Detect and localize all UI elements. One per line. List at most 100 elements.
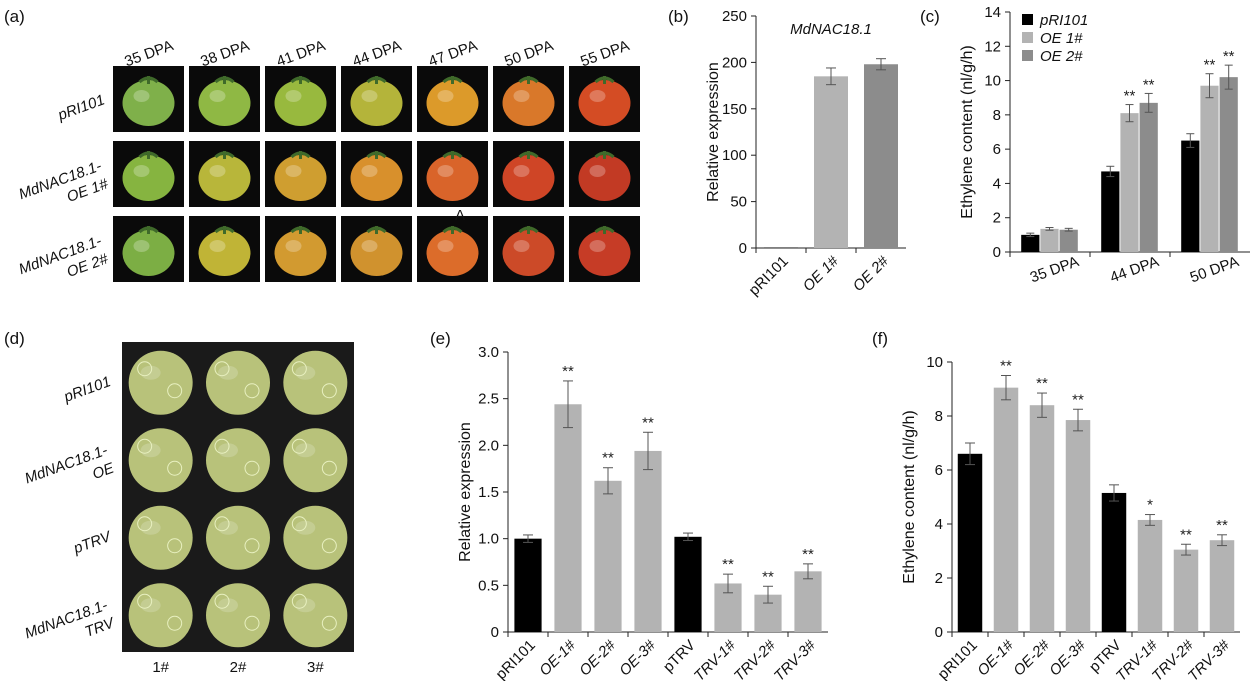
y-tick-label: 6 bbox=[935, 462, 943, 479]
tomato-fruit bbox=[198, 80, 251, 126]
tomato-highlight bbox=[285, 240, 302, 252]
chart-title: MdNAC18.1 bbox=[790, 21, 872, 38]
significance-label: ** bbox=[1000, 358, 1012, 375]
significance-label: ** bbox=[602, 450, 614, 467]
apple-fruit bbox=[128, 505, 193, 570]
y-tick-label: 4 bbox=[993, 175, 1001, 192]
y-tick-label: 2 bbox=[993, 210, 1001, 227]
bar bbox=[1139, 102, 1158, 252]
apple-fruit bbox=[206, 350, 270, 415]
y-tick-label: 250 bbox=[722, 8, 747, 25]
x-tick-label: OE-3# bbox=[616, 636, 659, 679]
tomato-highlight bbox=[209, 90, 226, 102]
bar bbox=[674, 536, 702, 632]
tomato-fruit bbox=[426, 80, 479, 126]
tomato-highlight bbox=[589, 240, 606, 252]
tomato-stem bbox=[214, 226, 235, 234]
bar bbox=[1209, 540, 1235, 632]
bar bbox=[864, 64, 898, 248]
significance-label: ** bbox=[802, 546, 814, 563]
tomato-fruit bbox=[350, 155, 403, 201]
bar bbox=[1059, 229, 1078, 252]
x-tick-label: pRI101 bbox=[935, 637, 981, 681]
y-tick-label: 14 bbox=[984, 4, 1001, 21]
significance-label: ** bbox=[1124, 88, 1136, 105]
lesion-marker bbox=[137, 516, 153, 532]
lesion-marker bbox=[321, 383, 337, 399]
tomato-highlight bbox=[437, 90, 454, 102]
lesion-marker bbox=[167, 615, 183, 631]
column-label-d-1: 2# bbox=[230, 659, 247, 676]
lesion-marker bbox=[291, 516, 307, 532]
tomato-stem bbox=[138, 226, 159, 234]
lesion-marker bbox=[321, 615, 337, 631]
chart-e: 0 0.5 1.0 1.5 2.0 2.5 3.0 Relative expression pR… bbox=[457, 344, 828, 681]
apple-fruit bbox=[206, 505, 270, 570]
y-tick-label: 100 bbox=[722, 147, 747, 164]
tomato-highlight bbox=[361, 90, 378, 102]
tomato-fruit bbox=[502, 155, 555, 201]
x-tick-label: TRV-3# bbox=[771, 636, 819, 681]
tomato-highlight bbox=[589, 165, 606, 177]
tomato-stem bbox=[214, 76, 235, 84]
y-tick-label: 2 bbox=[935, 570, 943, 587]
y-axis-label: Relative expression bbox=[457, 422, 474, 562]
tomato-fruit bbox=[578, 230, 631, 276]
tomato-stem bbox=[442, 226, 463, 234]
tomato-stem bbox=[290, 151, 311, 159]
x-tick-label: 44 DPA bbox=[1108, 253, 1161, 286]
lesion-marker bbox=[244, 460, 260, 476]
legend-label: OE 2# bbox=[1040, 48, 1083, 65]
panel-label-a: (a) bbox=[4, 7, 25, 26]
tomato-stem bbox=[290, 76, 311, 84]
tomato-highlight bbox=[209, 165, 226, 177]
lesion-marker bbox=[167, 383, 183, 399]
x-tick-label: OE-3# bbox=[1046, 636, 1089, 679]
tomato-stem bbox=[594, 151, 615, 159]
row-label-line: pTRV bbox=[71, 528, 115, 558]
bar bbox=[1101, 171, 1120, 252]
bar bbox=[1181, 140, 1200, 252]
legend-label: pRI101 bbox=[1039, 12, 1088, 29]
lesion-marker bbox=[137, 593, 153, 609]
tomato-fruit bbox=[350, 80, 403, 126]
tomato-fruit bbox=[198, 230, 251, 276]
y-tick-label: 0 bbox=[935, 624, 943, 641]
y-tick-label: 50 bbox=[730, 194, 747, 211]
lesion-marker bbox=[214, 438, 230, 454]
tomato-fruit bbox=[578, 80, 631, 126]
tomato-stem bbox=[366, 151, 387, 159]
tomato-stem bbox=[366, 76, 387, 84]
y-tick-label: 2.5 bbox=[478, 391, 499, 408]
legend-swatch bbox=[1022, 50, 1033, 61]
x-tick-label: TRV-3# bbox=[1185, 636, 1233, 681]
y-tick-label: 1.0 bbox=[478, 531, 499, 548]
y-tick-label: 8 bbox=[993, 107, 1001, 124]
y-tick-label: 2.0 bbox=[478, 437, 499, 454]
bar bbox=[794, 571, 822, 632]
lesion-marker bbox=[214, 593, 230, 609]
row-label-d-0: pRI101 bbox=[61, 373, 113, 406]
row-label-line: pRI101 bbox=[55, 91, 107, 124]
tomato-stem bbox=[594, 76, 615, 84]
tomato-highlight bbox=[285, 90, 302, 102]
bar bbox=[514, 538, 542, 632]
column-label-d-0: 1# bbox=[152, 659, 169, 676]
y-tick-label: 10 bbox=[926, 354, 943, 371]
x-tick-label: OE-1# bbox=[536, 636, 579, 679]
tomato-fruit bbox=[502, 230, 555, 276]
y-axis-label: Ethylene content (nl/g/h) bbox=[901, 410, 918, 583]
x-tick-label: pRI101 bbox=[493, 637, 539, 681]
tomato-fruit bbox=[274, 155, 327, 201]
significance-label: ** bbox=[1204, 57, 1216, 74]
apple-fruit bbox=[283, 583, 348, 648]
tomato-stem bbox=[442, 151, 463, 159]
y-tick-label: 150 bbox=[722, 101, 747, 118]
tomato-stem bbox=[366, 226, 387, 234]
row-label-line: pRI101 bbox=[61, 373, 113, 406]
tomato-stem bbox=[518, 151, 539, 159]
tomato-stem bbox=[214, 151, 235, 159]
significance-label: ** bbox=[1036, 375, 1048, 392]
bar bbox=[1120, 113, 1139, 253]
